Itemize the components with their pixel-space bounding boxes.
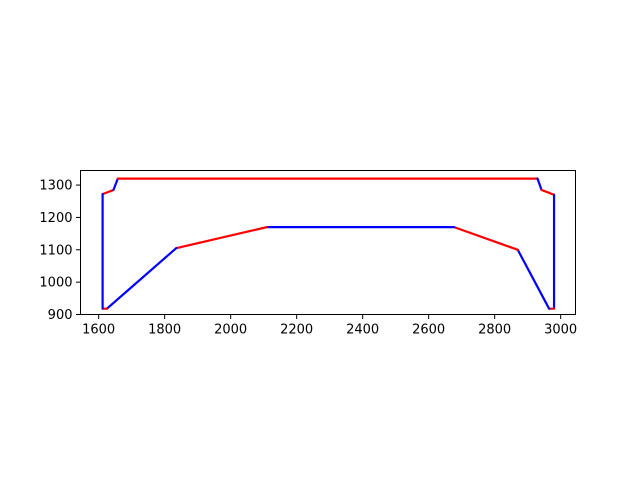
x-tick-label: 1600 bbox=[82, 323, 115, 338]
plot-lines bbox=[101, 177, 556, 310]
x-tick-label: 2800 bbox=[478, 323, 511, 338]
line-segment-4 bbox=[536, 177, 543, 192]
x-tick-label: 3000 bbox=[544, 323, 577, 338]
line-segment-9 bbox=[452, 226, 519, 251]
y-tick-label: 1300 bbox=[39, 179, 72, 194]
line-segment-5 bbox=[540, 188, 556, 196]
plot-frame bbox=[80, 170, 576, 315]
y-tick-label: 1200 bbox=[39, 211, 72, 226]
x-tick-label: 2600 bbox=[412, 323, 445, 338]
x-tick-label: 1800 bbox=[148, 323, 181, 338]
y-tick-label: 1100 bbox=[39, 243, 72, 258]
line-segment-11 bbox=[175, 226, 269, 250]
y-tick-label: 900 bbox=[48, 308, 73, 323]
line-segment-12 bbox=[105, 247, 178, 310]
line-segment-1 bbox=[101, 188, 115, 196]
y-tick-label: 1000 bbox=[39, 276, 72, 291]
line-segment-2 bbox=[112, 177, 119, 192]
x-tick-label: 2400 bbox=[346, 323, 379, 338]
x-axis-ticks: 1600 1800 2000 2200 2400 2600 2800 3000 bbox=[82, 314, 577, 338]
line-segment-8 bbox=[516, 248, 551, 310]
y-axis-ticks: 900 1000 1100 1200 1300 bbox=[39, 179, 81, 323]
axes bbox=[80, 170, 576, 315]
x-tick-label: 2000 bbox=[214, 323, 247, 338]
x-tick-label: 2200 bbox=[280, 323, 313, 338]
